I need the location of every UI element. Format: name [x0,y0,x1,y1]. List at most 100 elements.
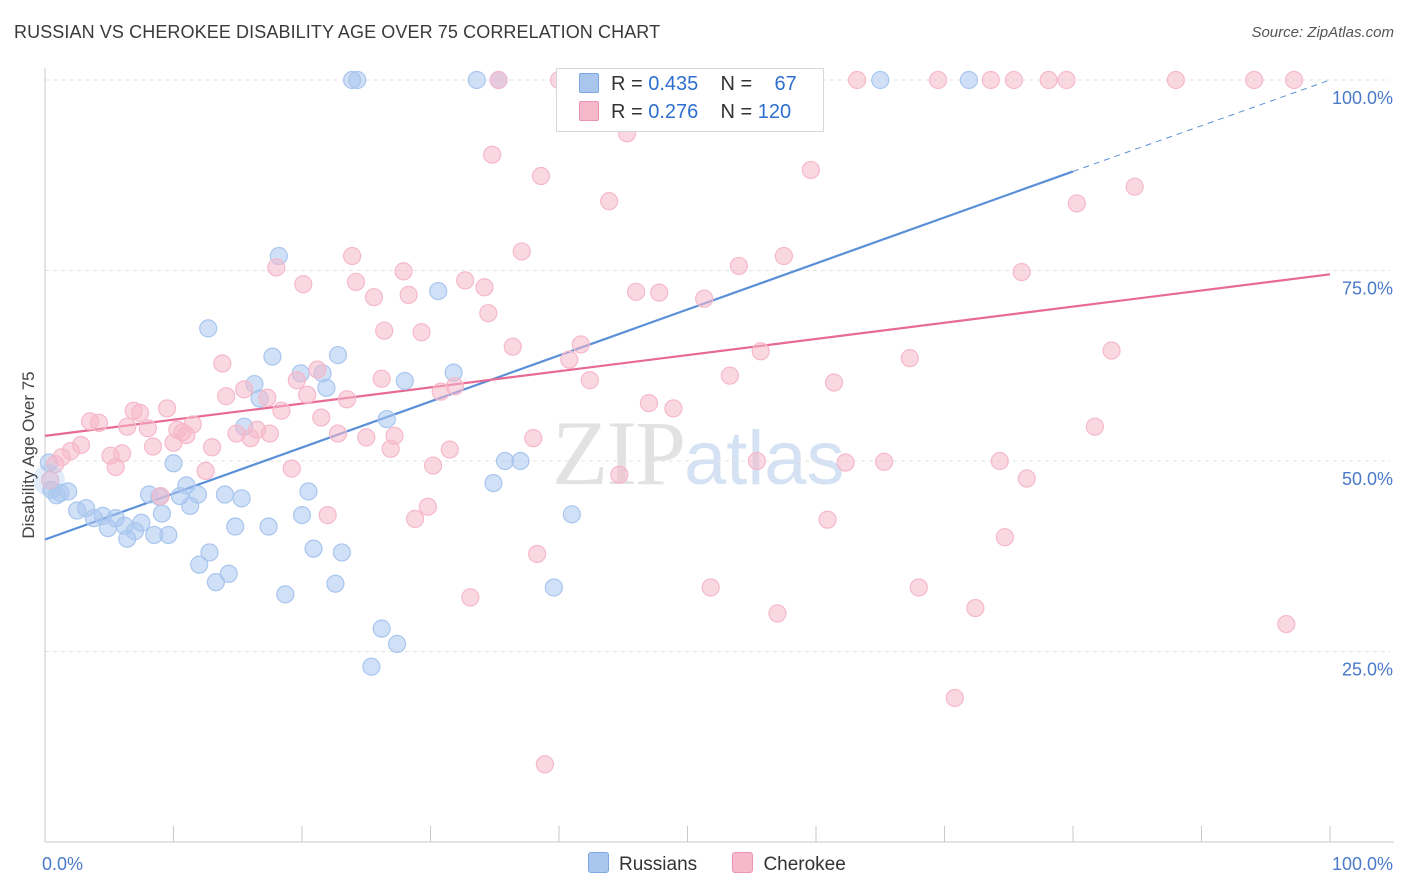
point-cherokee [483,145,502,164]
point-cherokee [461,588,480,607]
point-cherokee [966,598,985,618]
point-russians [159,525,178,545]
y-axis-title: Disability Age Over 75 [19,371,38,538]
point-cherokee [399,285,418,304]
point-russians [544,578,563,597]
point-russians [326,574,345,593]
point-cherokee [1085,417,1104,436]
point-cherokee [318,506,337,525]
point-cherokee [650,283,669,302]
point-russians [219,564,238,583]
point-cherokee [260,424,279,443]
point-cherokee [995,528,1014,547]
point-cherokee [343,246,362,266]
point-cherokee [258,388,277,407]
point-russians [226,517,245,536]
point-cherokee [445,377,465,396]
point-cherokee [151,486,170,506]
point-cherokee [394,262,413,281]
point-russians [59,482,78,501]
point-cherokee [695,289,714,308]
point-cherokee [701,578,720,597]
legend-swatch-cherokee [579,101,599,121]
y-tick-label: 100.0% [1332,88,1393,108]
point-cherokee [818,510,837,529]
point-cherokee [89,413,109,432]
point-russians [871,70,890,90]
point-cherokee [664,399,683,418]
point-cherokee [836,453,855,472]
series-legend: Russians Cherokee [588,852,876,876]
point-cherokee [1039,70,1058,90]
point-cherokee [287,371,306,390]
source-label: Source: ZipAtlas.com [1251,24,1394,41]
legend-n-value: 120 [757,101,792,123]
legend-swatch-cherokee [732,852,754,873]
point-russians [232,489,251,508]
legend-n-value: 67 [774,73,797,95]
trend-line-cherokee [44,273,1331,437]
point-cherokee [440,440,459,459]
point-russians [304,539,323,558]
point-russians [200,543,219,562]
point-cherokee [729,256,749,276]
point-cherokee [157,399,177,418]
axis-labels: 25.0% 50.0% 75.0% 100.0% 0.0% 100.0% Disabilit… [19,88,1393,874]
point-russians [259,517,278,536]
point-russians [562,505,581,524]
point-cherokee [118,417,137,436]
legend-item-cherokee: Cherokee [732,852,846,876]
point-cherokee [535,755,554,774]
stats-legend: R = 0.435 N = 67 R = 0.276 N = 120 [556,68,824,132]
point-cherokee [848,70,867,90]
point-cherokee [600,192,619,211]
point-cherokee [475,278,494,297]
data-points [32,70,1304,774]
point-cherokee [423,456,443,475]
point-russians [484,473,503,493]
legend-r-label: R = [611,101,643,123]
point-cherokee [639,393,659,413]
point-russians [188,485,208,504]
point-cherokee [1277,614,1296,634]
point-russians [959,70,979,90]
y-tick-label: 25.0% [1342,660,1393,680]
point-cherokee [489,70,508,90]
point-russians [395,371,414,391]
point-cherokee [626,282,646,301]
point-cherokee [375,321,394,340]
point-russians [152,504,172,523]
point-cherokee [503,337,522,356]
point-cherokee [196,461,215,481]
point-russians [362,657,381,676]
legend-swatch-russians [579,73,599,93]
point-cherokee [824,373,844,392]
point-russians [164,454,183,473]
point-cherokee [1057,70,1076,90]
point-cherokee [512,242,531,261]
point-cherokee [981,70,1000,90]
x-tick-label: 0.0% [42,854,83,874]
point-cherokee [202,438,222,457]
point-russians [429,281,448,301]
point-russians [377,409,396,429]
point-cherokee [235,380,254,399]
point-cherokee [385,426,404,445]
point-cherokee [267,258,286,277]
point-cherokee [1017,469,1036,488]
point-russians [206,573,226,592]
point-cherokee [875,452,894,471]
y-tick-label: 50.0% [1342,469,1393,489]
point-cherokee [768,604,787,623]
point-cherokee [1102,341,1121,360]
point-cherokee [346,272,366,292]
point-cherokee [945,688,964,708]
legend-r-value: 0.435 [648,73,699,95]
point-cherokee [1067,194,1086,213]
point-russians [332,543,351,562]
legend-item-russians: Russians [588,852,697,876]
point-cherokee [328,424,348,443]
point-cherokee [312,408,331,427]
point-cherokee [610,465,629,484]
